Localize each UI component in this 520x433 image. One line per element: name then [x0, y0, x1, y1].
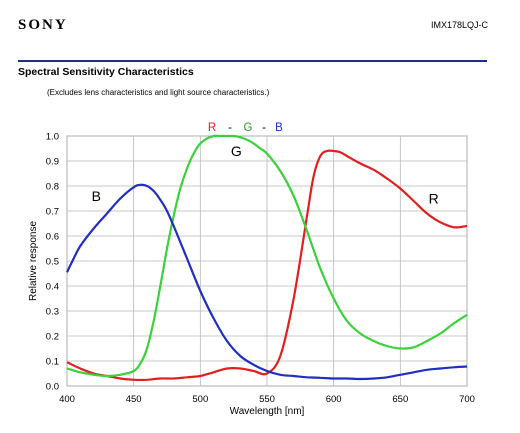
- legend-b: B: [275, 122, 283, 134]
- header-rule: [18, 60, 487, 62]
- y-tick-label: 0.8: [46, 182, 59, 193]
- series-line-b: [66, 183, 468, 381]
- x-tick-label: 650: [392, 394, 408, 405]
- legend: R - G - B: [208, 122, 283, 134]
- x-tick-label: 700: [459, 394, 475, 405]
- series-line-r: [66, 149, 468, 382]
- legend-dash-2: -: [262, 122, 266, 134]
- x-tick-label: 600: [326, 394, 342, 405]
- legend-g: G: [244, 122, 253, 134]
- grid-lines: [66, 135, 468, 387]
- section-note: (Excludes lens characteristics and light…: [47, 88, 270, 97]
- curve-label-r: R: [429, 191, 439, 207]
- curve-labels: R G B: [92, 143, 439, 207]
- y-tick-label: 0.9: [46, 157, 59, 168]
- y-tick-label: 0.1: [46, 357, 59, 368]
- model-number: IMX178LQJ-C: [430, 20, 488, 30]
- y-axis-label: Relative response: [28, 221, 39, 301]
- y-tick-label: 0.4: [46, 282, 59, 293]
- y-tick-label: 0.3: [46, 307, 59, 318]
- curve-label-g: G: [231, 143, 242, 159]
- tick-labels: 0.0 0.1 0.2 0.3 0.4 0.5 0.6 0.7 0.8 0.9 1.0 400 450 5…: [46, 132, 475, 406]
- brand-logo: SONY: [18, 17, 68, 33]
- y-tick-label: 0.2: [46, 332, 59, 343]
- series-lines: [66, 134, 468, 382]
- legend-dash-1: -: [228, 122, 232, 134]
- y-tick-label: 0.6: [46, 232, 59, 243]
- legend-r: R: [208, 122, 216, 134]
- y-tick-label: 0.7: [46, 207, 59, 218]
- y-tick-label: 1.0: [46, 132, 59, 143]
- curve-label-b: B: [92, 188, 101, 204]
- x-axis-label: Wavelength [nm]: [230, 406, 305, 417]
- x-tick-label: 550: [259, 394, 275, 405]
- y-tick-label: 0.5: [46, 257, 59, 268]
- x-tick-label: 450: [126, 394, 142, 405]
- section-title: Spectral Sensitivity Characteristics: [18, 66, 194, 78]
- y-tick-label: 0.0: [46, 382, 59, 393]
- x-tick-label: 500: [192, 394, 208, 405]
- series-line-g: [66, 134, 468, 378]
- x-tick-label: 400: [59, 394, 75, 405]
